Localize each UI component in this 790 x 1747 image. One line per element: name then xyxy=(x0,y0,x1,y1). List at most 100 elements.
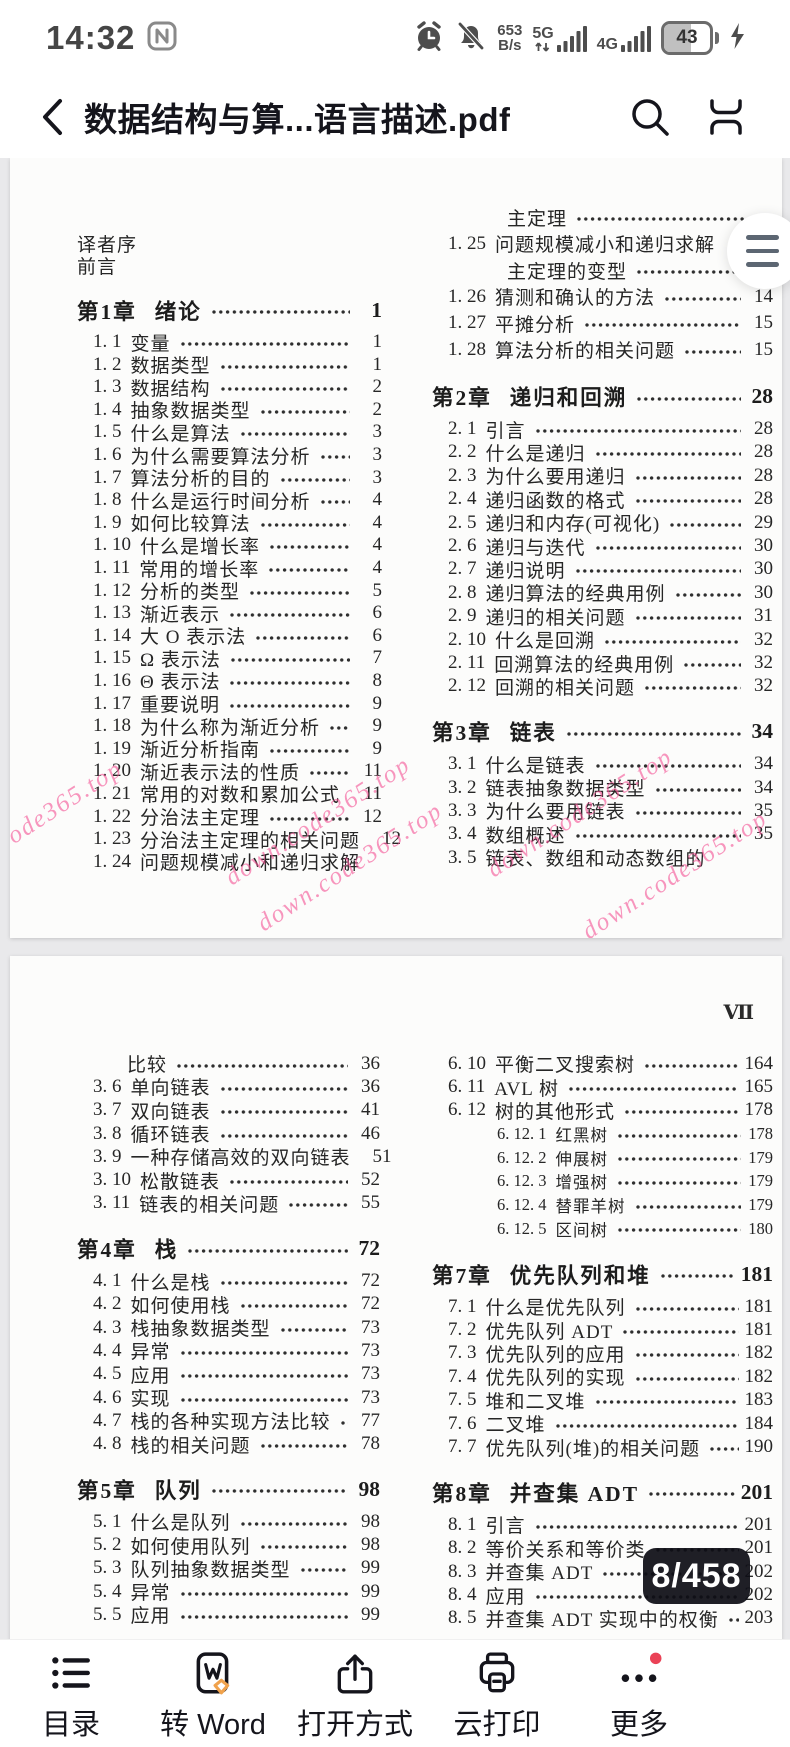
clock-time: 14:32 xyxy=(46,19,136,56)
toolbar-button-open-with[interactable]: 打开方式 xyxy=(284,1640,426,1747)
toc-entry-number: 6. 12 xyxy=(448,1099,486,1121)
dot-leader xyxy=(329,721,350,736)
toc-entry-page: 28 xyxy=(751,384,774,409)
toc-entry-page: 55 xyxy=(361,1192,380,1214)
toc-entry-title: 优先队列 ADT xyxy=(485,1321,614,1343)
toc-entry-page: 41 xyxy=(361,1099,380,1121)
toc-row: 2. 1 引言 28 xyxy=(415,417,773,442)
toc-entry-number: 2. 3 xyxy=(448,464,477,486)
toc-row: 1. 15 Ω 表示法 7 xyxy=(60,647,382,671)
toc-row: 3. 11 链表的相关问题 55 xyxy=(60,1192,380,1216)
toc-row: 2. 10 什么是回溯 32 xyxy=(415,628,773,653)
toc-entry-number: 1. 8 xyxy=(93,489,122,511)
toolbar-button-cloud-print[interactable]: 云打印 xyxy=(426,1640,568,1747)
toc-entry-title: 数据结构 xyxy=(130,378,211,400)
search-button[interactable] xyxy=(624,91,676,143)
dot-leader xyxy=(634,611,741,626)
toolbar-button-toc[interactable]: 目录 xyxy=(0,1640,142,1747)
toc-entry-title: 二叉堆 xyxy=(485,1415,546,1437)
dot-leader xyxy=(259,1539,348,1554)
toc-row: 4. 1 什么是栈 72 xyxy=(60,1269,380,1294)
toc-entry-title: 平衡二叉搜索树 xyxy=(495,1055,636,1077)
toc-entry-title: 伸展树 xyxy=(555,1149,608,1169)
toc-entry-title: 问题规模减小和递归求解 xyxy=(495,235,716,257)
toc-row: 3. 4 数组概述 35 xyxy=(415,823,773,847)
toc-entry-title: 栈抽象数据类型 xyxy=(130,1319,271,1341)
toc-entry-title: 渐近表示 xyxy=(140,604,221,626)
fit-screen-button[interactable] xyxy=(700,91,752,143)
toc-entry-number: 6. 12. 1 xyxy=(497,1124,547,1144)
toc-entry-title: 异常 xyxy=(130,1583,171,1605)
toc-entry-title: 主定理的变型 xyxy=(507,261,628,283)
toc-row: 前言 xyxy=(60,255,382,278)
toc-row: 比较 36 xyxy=(60,1052,380,1077)
toc-entry-page: 3 xyxy=(372,421,383,443)
dot-leader xyxy=(249,585,350,600)
toc-entry-title: 优先队列(堆)的相关问题 xyxy=(485,1438,701,1460)
toc-entry-page: 4 xyxy=(372,511,383,533)
toc-entry-title: 什么是队列 xyxy=(130,1513,231,1535)
dot-leader xyxy=(554,1418,739,1433)
toc-row: 1. 18 为什么称为渐近分析 9 xyxy=(60,715,382,739)
toc-entry-number: 3. 4 xyxy=(448,823,477,845)
toc-entry-title: 单向链表 xyxy=(130,1078,211,1100)
toc-entry-title: 分治法主定理的相关问题 xyxy=(140,830,361,852)
toc-entry-number: 3. 3 xyxy=(448,799,477,821)
toc-row: 主定理 xyxy=(415,204,773,231)
toc-row: 2. 7 递归说明 30 xyxy=(415,558,773,582)
toc-row: 1. 3 数据结构 2 xyxy=(60,376,382,400)
toc-entry-title: 算法分析的目的 xyxy=(130,469,271,491)
toc-chapter-row: 第5章 队列 98 xyxy=(60,1477,380,1503)
toc-entry-number: 1. 16 xyxy=(93,669,131,691)
toc-entry-number: 3. 5 xyxy=(448,846,477,868)
toc-entry-title: 替罪羊树 xyxy=(555,1197,626,1217)
dot-leader xyxy=(239,1299,348,1314)
nfc-icon xyxy=(147,21,177,56)
dot-leader xyxy=(210,305,350,320)
toc-chapter-row: 第2章 递归和回溯 28 xyxy=(415,384,774,410)
dot-leader xyxy=(534,424,741,439)
toc-entry-number: 5. 5 xyxy=(93,1603,122,1625)
toc-entry-number: 1. 21 xyxy=(93,782,131,804)
toc-entry-number: 2. 9 xyxy=(448,605,477,627)
toc-entry-page: 77 xyxy=(361,1409,380,1431)
toc-entry-page: 8 xyxy=(372,669,383,691)
dot-leader xyxy=(349,788,350,803)
toc-entry-number: 3. 11 xyxy=(93,1192,131,1214)
toc-entry-number: 3. 9 xyxy=(93,1145,122,1167)
pdf-viewer-scroll-area[interactable]: 译者序 前言 第1章 绪论 1 1. 1 变量 1 1. 2 数据类型 1 1. 3 数据结构 2 1. 4… xyxy=(0,158,790,1640)
toc-entry-number: 8. 5 xyxy=(448,1607,477,1629)
toolbar-button-more[interactable]: 更多 xyxy=(568,1640,710,1747)
toc-entry-page: 179 xyxy=(748,1147,773,1167)
toc-entry-page: 182 xyxy=(744,1365,774,1387)
toc-entry-title: 递归说明 xyxy=(485,560,566,582)
toolbar-label: 云打印 xyxy=(453,1709,541,1741)
toc-row: 3. 2 链表抽象数据类型 34 xyxy=(415,776,773,801)
network-speed-unit: B/s xyxy=(498,37,522,54)
toc-entry-page: 181 xyxy=(744,1319,774,1341)
dot-leader xyxy=(565,726,741,741)
floating-menu-button[interactable] xyxy=(727,213,790,289)
dot-leader xyxy=(219,1128,348,1143)
toc-entry-number: 4. 8 xyxy=(93,1433,122,1455)
toc-row: 2. 4 递归函数的格式 28 xyxy=(415,488,773,512)
dot-leader xyxy=(339,1415,348,1430)
back-button[interactable] xyxy=(26,87,78,147)
toc-entry-title: 循环链表 xyxy=(130,1125,211,1147)
toc-row: 1. 28 算法分析的相关问题 15 xyxy=(415,337,773,364)
toc-row: 4. 2 如何使用栈 72 xyxy=(60,1293,380,1317)
fit-screen-icon xyxy=(710,99,742,135)
dot-leader xyxy=(604,634,741,649)
toc-entry-number: 2. 5 xyxy=(448,511,477,533)
toc-entry-number: 1. 24 xyxy=(93,850,131,872)
toc-entry-page: 183 xyxy=(744,1389,774,1411)
toolbar-button-convert-word[interactable]: 转 Word xyxy=(142,1640,284,1747)
toc-entry-page: 178 xyxy=(748,1124,773,1144)
toc-entry-page: 164 xyxy=(744,1052,774,1074)
toc-entry-number: 4. 2 xyxy=(93,1293,122,1315)
toc-row: 6. 12 树的其他形式 178 xyxy=(415,1099,773,1123)
dot-leader xyxy=(255,630,350,645)
toc-list-icon xyxy=(47,1650,95,1698)
word-convert-icon xyxy=(189,1650,237,1698)
